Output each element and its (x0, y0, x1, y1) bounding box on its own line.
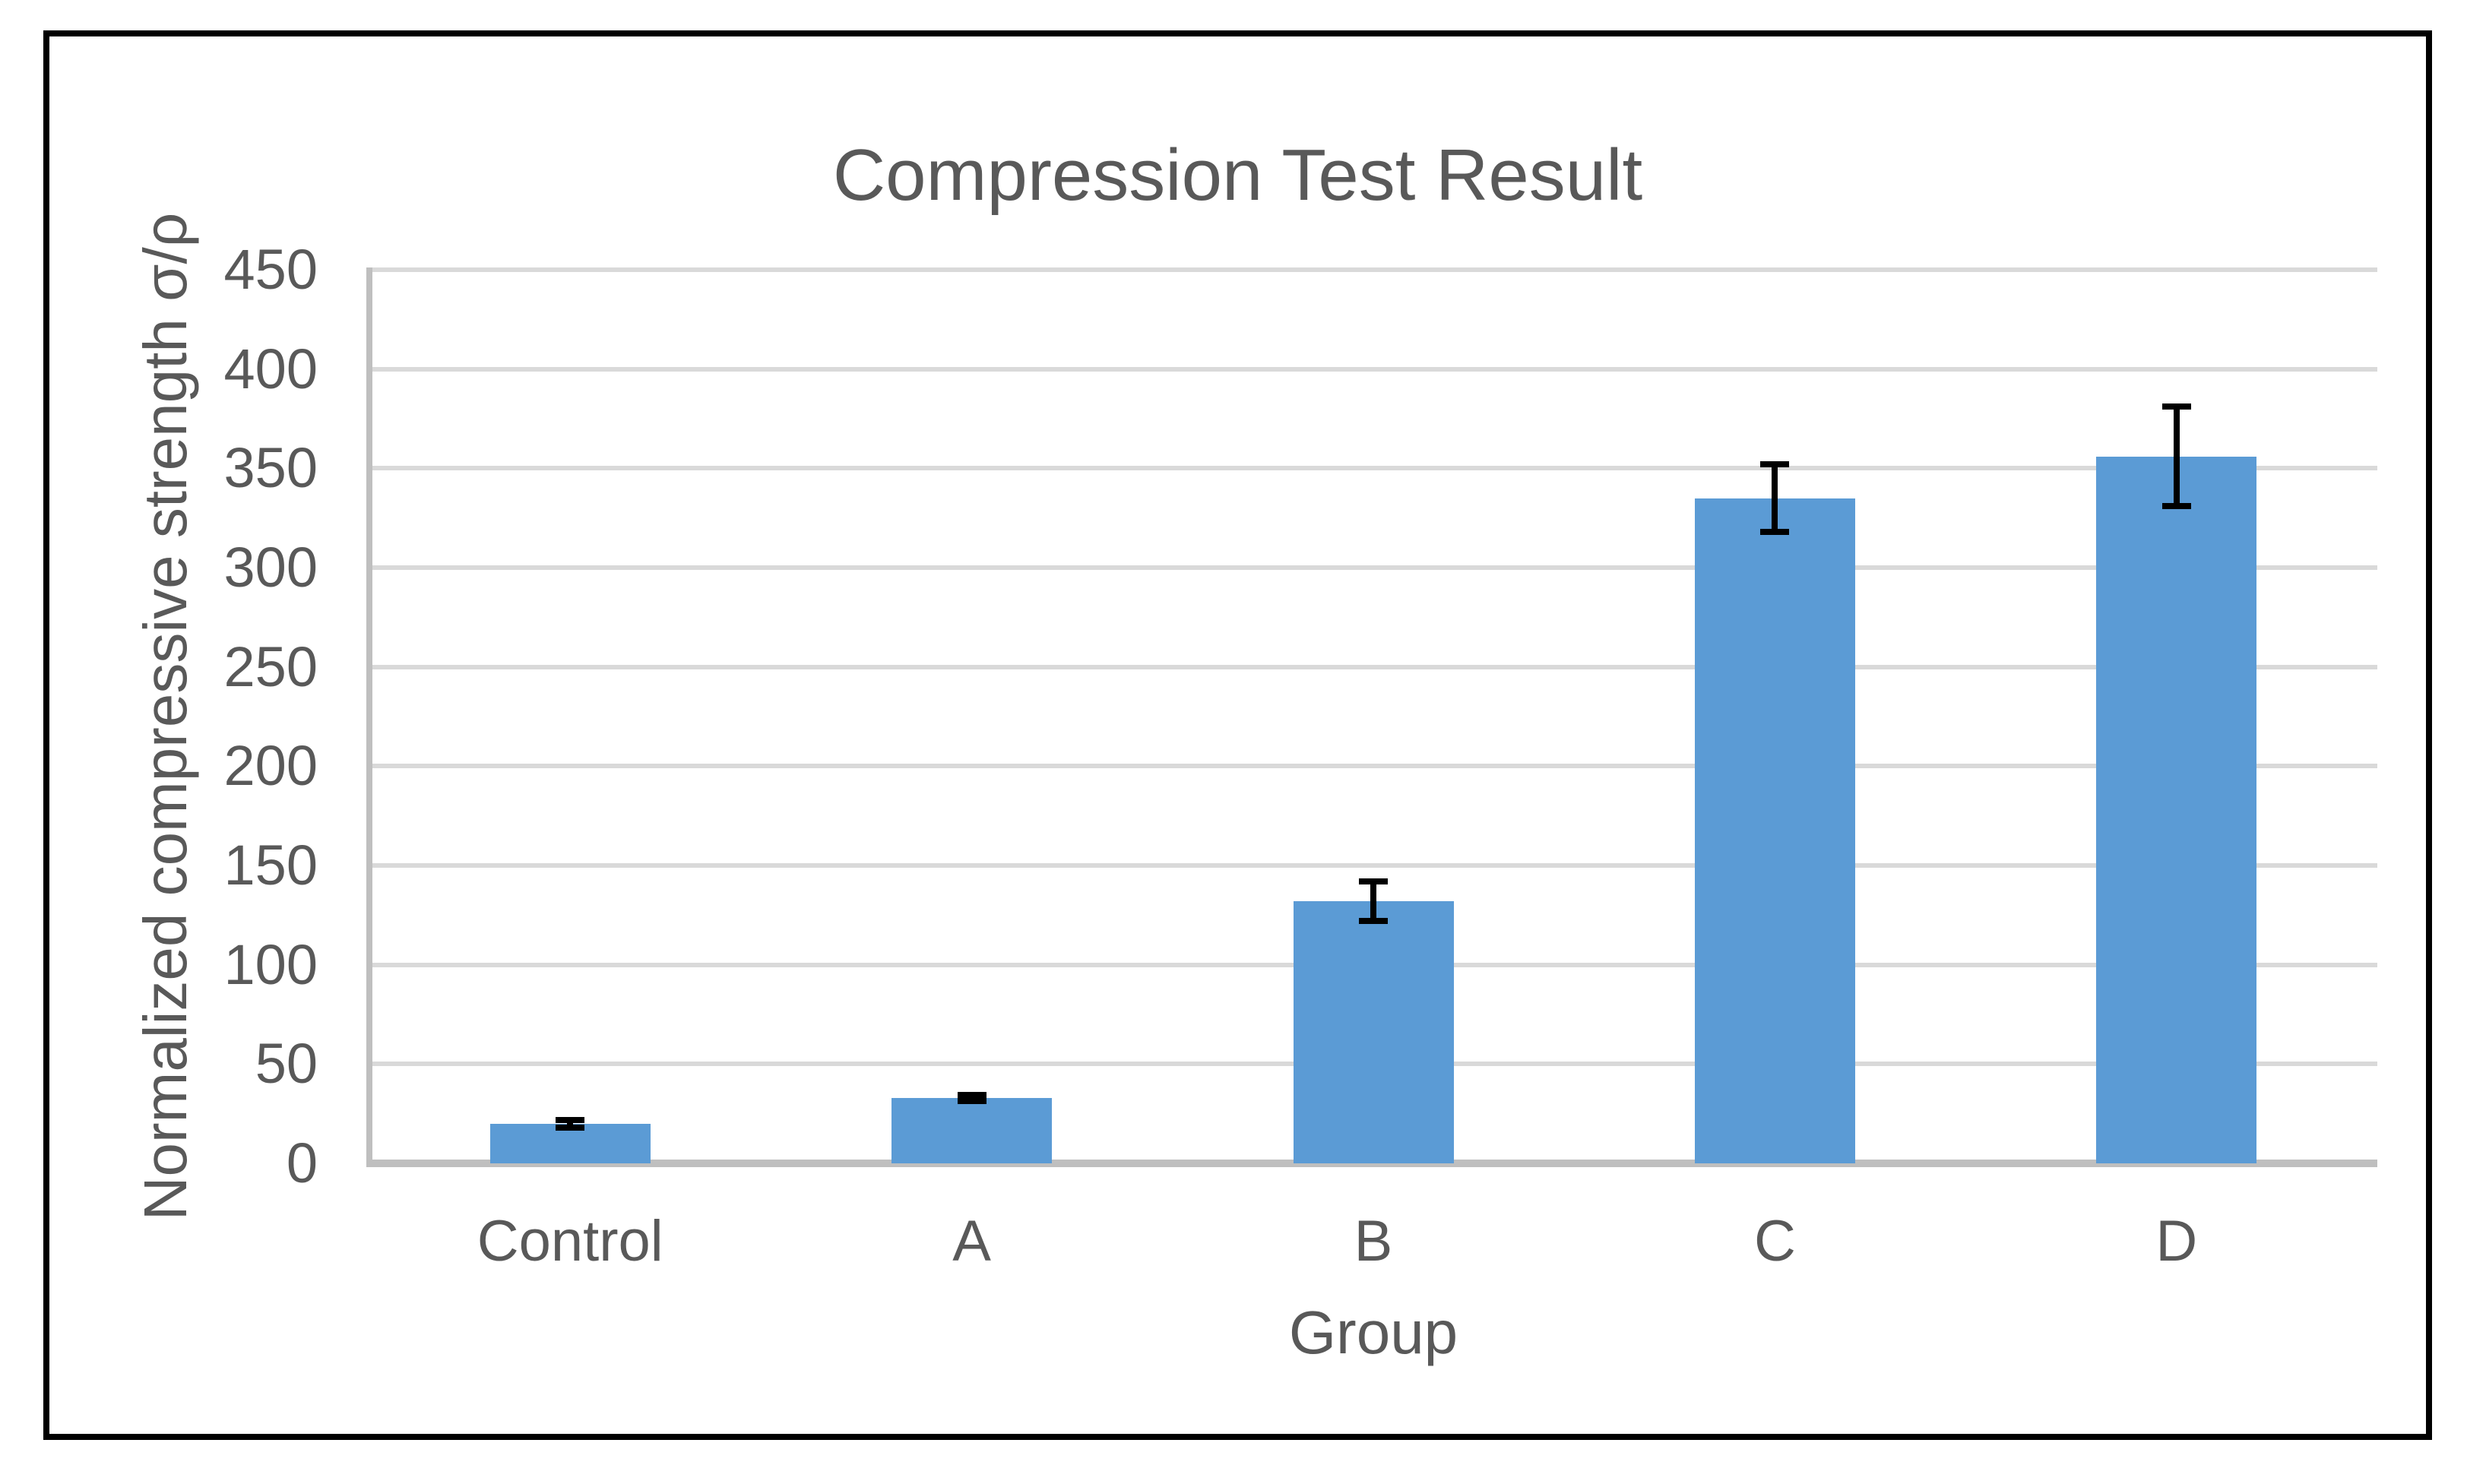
error-bar-bottom-cap-control (556, 1124, 585, 1131)
x-category-label-d: D (2155, 1209, 2198, 1274)
error-bar-top-cap-b (1359, 878, 1388, 884)
x-category-label-c: C (1753, 1209, 1796, 1274)
error-bar-control (567, 1119, 574, 1128)
error-bar-bottom-cap-d (2161, 502, 2191, 509)
x-axis-title: Group (1288, 1299, 1458, 1366)
gridline-450 (369, 267, 2377, 272)
error-bar-top-cap-c (1760, 461, 1790, 468)
x-category-label-b: B (1354, 1209, 1393, 1274)
y-tick-label-400: 400 (223, 337, 318, 400)
x-category-label-control: Control (477, 1209, 663, 1274)
gridline-350 (369, 466, 2377, 471)
y-tick-label-250: 250 (223, 634, 318, 698)
error-bar-top-cap-a (957, 1091, 986, 1098)
y-tick-label-300: 300 (223, 536, 318, 599)
y-tick-label-150: 150 (223, 834, 318, 897)
y-tick-label-50: 50 (255, 1032, 318, 1096)
gridline-300 (369, 565, 2377, 570)
bar-a (891, 1097, 1053, 1163)
y-tick-label-0: 0 (286, 1131, 318, 1194)
error-bar-bottom-cap-a (957, 1097, 986, 1104)
gridline-250 (369, 664, 2377, 669)
chart-frame: Compression Test Result Normalized compr… (43, 30, 2432, 1440)
error-bar-b (1370, 881, 1376, 922)
x-category-label-a: A (952, 1209, 991, 1274)
plot-area (366, 267, 2377, 1167)
y-tick-label-450: 450 (223, 238, 318, 301)
gridline-200 (369, 764, 2377, 769)
y-tick-label-350: 350 (223, 436, 318, 500)
chart-title: Compression Test Result (832, 134, 1643, 216)
error-bar-bottom-cap-b (1359, 918, 1388, 925)
bar-b (1293, 901, 1454, 1163)
error-bar-c (1772, 464, 1778, 532)
x-axis-line (369, 1160, 2377, 1167)
gridline-400 (369, 366, 2377, 372)
y-tick-label-100: 100 (223, 932, 318, 996)
y-axis-line (366, 267, 372, 1167)
bar-c (1694, 498, 1855, 1163)
y-tick-label-200: 200 (223, 734, 318, 798)
error-bar-d (2173, 407, 2180, 506)
bar-d (2096, 456, 2257, 1163)
error-bar-top-cap-d (2161, 403, 2191, 410)
gridline-150 (369, 863, 2377, 868)
error-bar-top-cap-control (556, 1116, 585, 1123)
error-bar-bottom-cap-c (1760, 528, 1790, 535)
